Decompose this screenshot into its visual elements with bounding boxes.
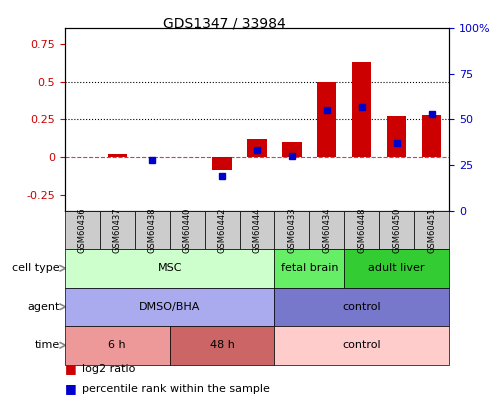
Text: percentile rank within the sample: percentile rank within the sample — [82, 384, 270, 394]
Bar — [352, 62, 371, 158]
Text: GDS1347 / 33984: GDS1347 / 33984 — [163, 16, 286, 30]
Text: GSM60444: GSM60444 — [252, 207, 261, 253]
Text: fetal brain: fetal brain — [280, 263, 338, 273]
Text: cell type: cell type — [12, 263, 60, 273]
Text: GSM60442: GSM60442 — [218, 207, 227, 253]
Text: GSM60448: GSM60448 — [357, 207, 366, 253]
Text: control: control — [342, 340, 381, 350]
Bar — [317, 81, 336, 158]
Text: 6 h: 6 h — [108, 340, 126, 350]
Text: ■: ■ — [65, 382, 77, 395]
Text: GSM60440: GSM60440 — [183, 207, 192, 253]
Text: GSM60434: GSM60434 — [322, 207, 331, 253]
Text: GSM60436: GSM60436 — [78, 207, 87, 253]
Text: 48 h: 48 h — [210, 340, 235, 350]
Bar — [422, 115, 441, 158]
Text: GSM60438: GSM60438 — [148, 207, 157, 253]
Text: GSM60451: GSM60451 — [427, 207, 436, 253]
Text: MSC: MSC — [157, 263, 182, 273]
Text: GSM60450: GSM60450 — [392, 207, 401, 253]
Text: time: time — [34, 340, 60, 350]
Text: adult liver: adult liver — [368, 263, 425, 273]
Text: ■: ■ — [65, 362, 77, 375]
Text: log2 ratio: log2 ratio — [82, 364, 136, 373]
Bar — [282, 142, 301, 158]
Text: agent: agent — [27, 302, 60, 312]
Bar — [248, 139, 266, 158]
Text: DMSO/BHA: DMSO/BHA — [139, 302, 200, 312]
Text: GSM60433: GSM60433 — [287, 207, 296, 253]
Bar — [108, 154, 127, 158]
Text: control: control — [342, 302, 381, 312]
Text: GSM60437: GSM60437 — [113, 207, 122, 253]
Bar — [387, 117, 406, 158]
Bar — [213, 158, 232, 170]
